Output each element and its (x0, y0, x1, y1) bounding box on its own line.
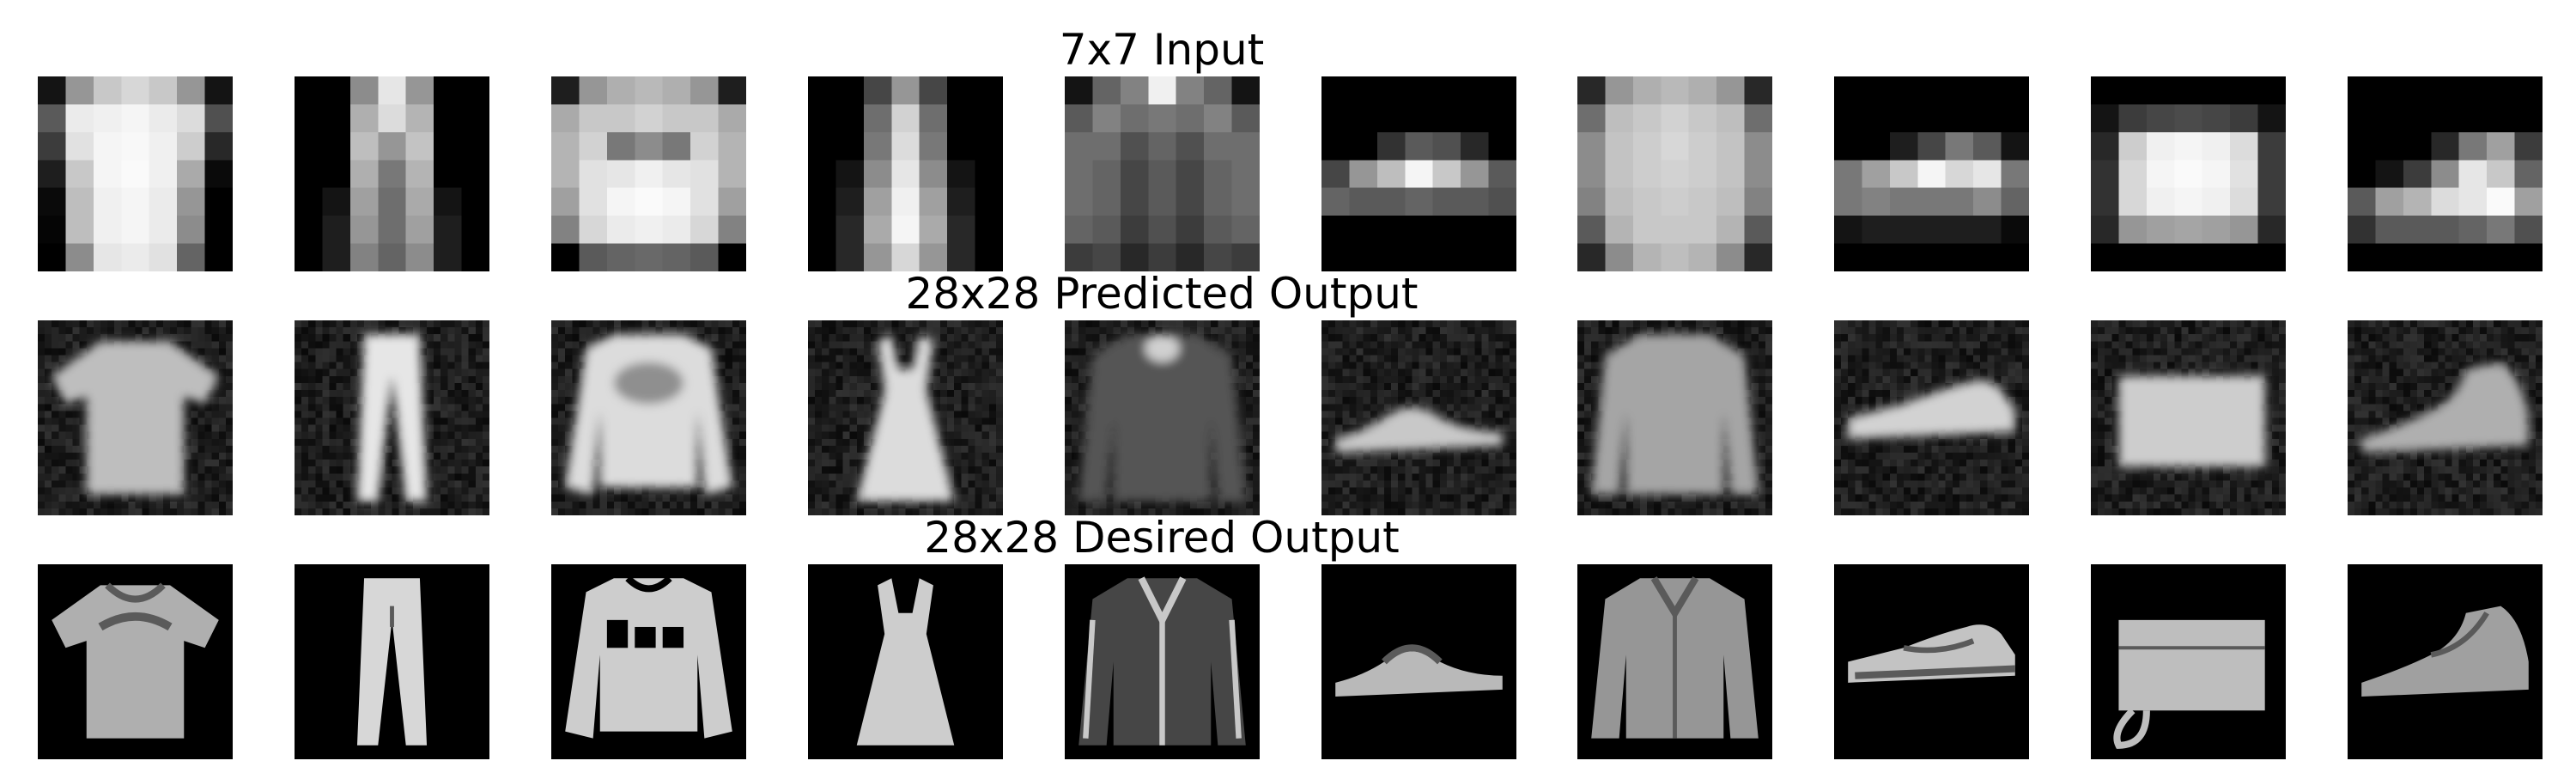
dress-sharp-image (808, 564, 1003, 759)
pullover-blurry-image (551, 320, 746, 515)
sandal-sharp-image (1321, 564, 1516, 759)
coat-blurry-image (1065, 320, 1260, 515)
trouser-sharp-image (295, 564, 489, 759)
tshirt-top-pixelated-image (38, 76, 233, 271)
row-title-predicted: 28x28 Predicted Output (905, 269, 1419, 319)
trouser-blurry-image (295, 320, 489, 515)
coat-pixelated-image (1065, 76, 1260, 271)
bag-blurry-image (2091, 320, 2286, 515)
pullover-sharp-image (551, 564, 746, 759)
shirt-pixelated-image (1577, 76, 1772, 271)
tshirt-top-sharp-image (38, 564, 233, 759)
sandal-pixelated-image (1321, 76, 1516, 271)
ankle-boot-pixelated-image (2348, 76, 2543, 271)
pullover-pixelated-image (551, 76, 746, 271)
row-title-desired: 28x28 Desired Output (924, 513, 1400, 563)
dress-pixelated-image (808, 76, 1003, 271)
sneaker-sharp-image (1834, 564, 2029, 759)
sneaker-blurry-image (1834, 320, 2029, 515)
ankle-boot-sharp-image (2348, 564, 2543, 759)
coat-sharp-image (1065, 564, 1260, 759)
ankle-boot-blurry-image (2348, 320, 2543, 515)
dress-blurry-image (808, 320, 1003, 515)
tshirt-top-blurry-image (38, 320, 233, 515)
shirt-sharp-image (1577, 564, 1772, 759)
bag-sharp-image (2091, 564, 2286, 759)
sandal-blurry-image (1321, 320, 1516, 515)
trouser-pixelated-image (295, 76, 489, 271)
shirt-blurry-image (1577, 320, 1772, 515)
row-title-input: 7x7 Input (1059, 25, 1265, 75)
sneaker-pixelated-image (1834, 76, 2029, 271)
bag-pixelated-image (2091, 76, 2286, 271)
